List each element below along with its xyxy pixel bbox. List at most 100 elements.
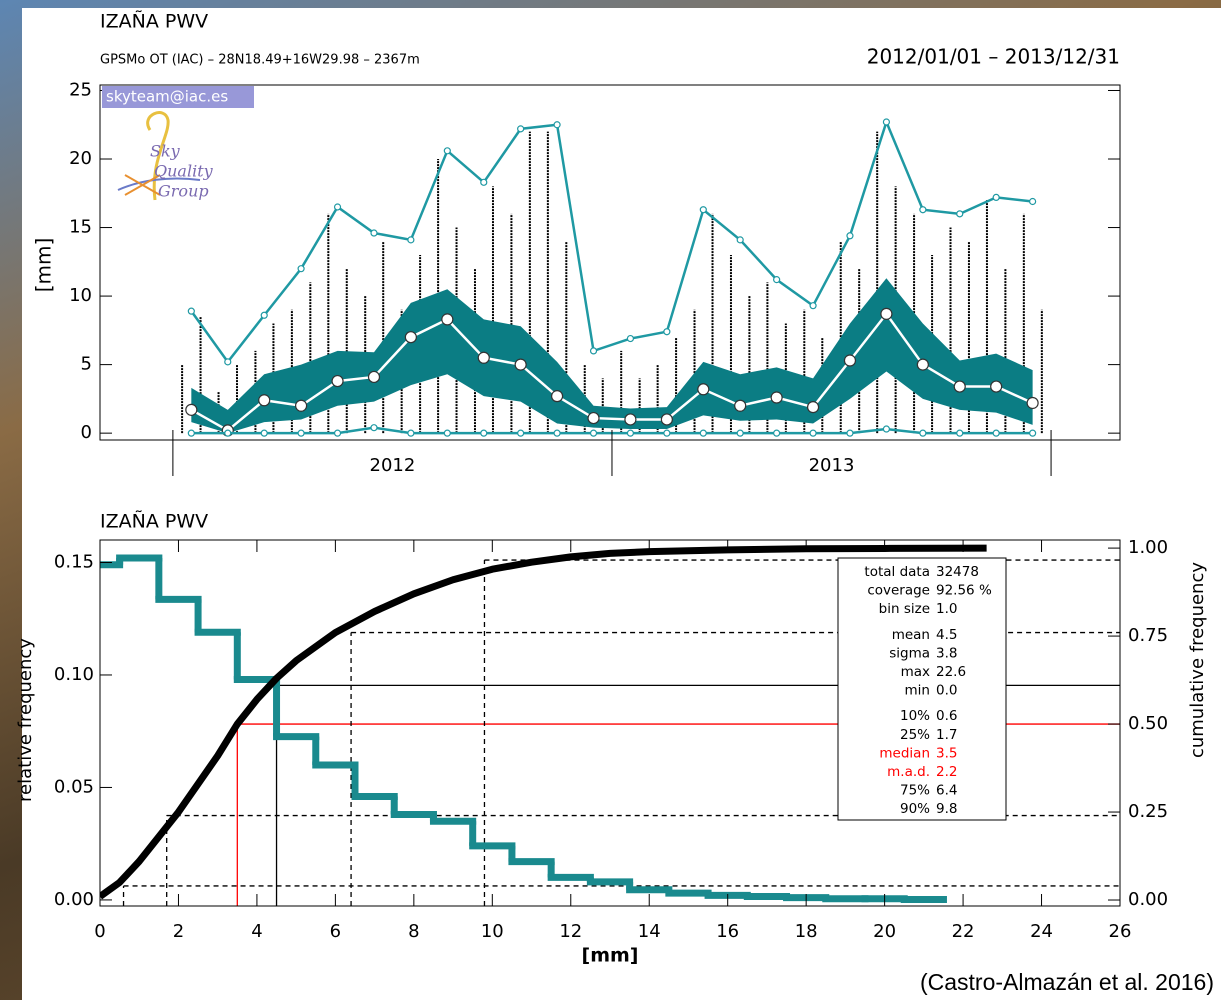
series-marker [956, 210, 964, 218]
series-marker [443, 147, 451, 155]
y-tick-label: 0.10 [54, 664, 94, 685]
series-marker [736, 236, 744, 244]
series-marker [589, 347, 598, 355]
chart-title: IZAÑA PWV [100, 10, 208, 33]
y-tick-label: 5 [81, 354, 92, 375]
series-marker [517, 429, 525, 437]
stat-value: 2.2 [936, 764, 957, 780]
stat-value: 6.4 [936, 783, 957, 799]
stat-value: 1.7 [936, 727, 957, 743]
x-tick-label: 0 [94, 921, 105, 942]
series-marker [297, 429, 305, 437]
series-marker [260, 429, 268, 437]
y-tick-label: 25 [69, 79, 92, 100]
y-tick-label: 20 [69, 148, 92, 169]
series-marker [990, 380, 1003, 393]
panel [22, 8, 1221, 1000]
stat-value: 92.56 % [936, 583, 992, 599]
x-tick-label: 10 [481, 921, 504, 942]
stat-value: 0.0 [936, 683, 957, 699]
series-marker [660, 413, 673, 426]
stat-value: 9.8 [936, 801, 957, 817]
series-marker [441, 313, 454, 326]
x-tick-label: 6 [330, 921, 341, 942]
series-marker [333, 429, 342, 437]
series-marker [697, 383, 710, 396]
stat-value: 4.5 [936, 627, 957, 643]
stat-value: 3.8 [936, 645, 957, 661]
series-marker [443, 429, 451, 437]
y-tick-label: 10 [69, 285, 92, 306]
stat-value: 22.6 [936, 664, 966, 680]
logo-text: Sky [150, 142, 181, 161]
y2-tick-label: 1.00 [1128, 537, 1168, 558]
series-marker [517, 125, 525, 133]
logo-text: Group [158, 182, 209, 201]
y-axis-label: relative frequency [15, 638, 36, 802]
series-marker [331, 374, 344, 388]
stats-box [837, 557, 1007, 821]
series-marker [187, 429, 195, 437]
stat-label: bin size [879, 601, 930, 617]
x-tick-label: 8 [408, 921, 419, 942]
series-marker [663, 328, 671, 336]
cumulative-line [100, 544, 987, 900]
badge-bg [102, 86, 254, 108]
series-marker [843, 354, 857, 367]
x-tick-label: 18 [795, 921, 818, 942]
series-marker [806, 401, 820, 414]
y2-tick-label: 0.50 [1128, 713, 1168, 734]
subtitle: GPSMo OT (IAC) – 28N18.49+16W29.98 – 236… [100, 53, 420, 68]
x-tick-label: 16 [716, 921, 739, 942]
stat-label: sigma [889, 645, 930, 661]
x-tick-label: 14 [638, 921, 661, 942]
series-marker [736, 429, 744, 437]
logo [117, 111, 201, 201]
stat-value: 32478 [936, 564, 979, 580]
stat-label: 75% [900, 783, 930, 799]
stat-label: 25% [900, 727, 930, 743]
x-tick-label: 2013 [809, 455, 855, 476]
series-marker [295, 399, 308, 412]
y2-tick-label: 0.75 [1128, 625, 1168, 646]
x-tick-label: 20 [873, 921, 896, 942]
series-marker [258, 394, 271, 407]
series-marker [514, 358, 527, 371]
y2-tick-label: 0.00 [1128, 889, 1168, 910]
series-marker [333, 203, 342, 211]
series-marker [770, 391, 783, 404]
plot-frame [99, 539, 1121, 907]
y2-axis-label: cumulative frequency [1187, 562, 1208, 758]
series-marker [916, 358, 929, 371]
series-marker [919, 206, 927, 214]
series-marker [809, 429, 817, 437]
series-marker [1026, 396, 1039, 410]
series-marker [734, 399, 747, 412]
series-marker [992, 193, 1000, 201]
series-marker [663, 429, 671, 437]
x-tick-label: 26 [1109, 921, 1132, 942]
date-range: 2012/01/01 – 2013/12/31 [867, 45, 1120, 69]
x-tick-label: 22 [952, 921, 975, 942]
series-marker [370, 229, 378, 237]
series-marker [1029, 429, 1037, 437]
x-axis-label: [mm] [582, 945, 639, 967]
y-axis-label: [mm] [32, 238, 56, 293]
series-marker [407, 429, 415, 437]
series-marker [992, 429, 1000, 437]
series-marker [626, 429, 635, 437]
series-marker [773, 429, 781, 437]
series-marker [956, 429, 964, 437]
series-marker [185, 403, 198, 416]
stat-label: median [879, 745, 930, 761]
series-line [190, 118, 1033, 364]
x-tick-label: 2012 [370, 455, 416, 476]
y-tick-label: 15 [69, 217, 92, 238]
chart-title: IZAÑA PWV [100, 510, 208, 533]
series-marker [624, 413, 637, 426]
series-line [190, 311, 1034, 432]
x-tick-label: 2 [173, 921, 184, 942]
logo-text: Quality [154, 162, 214, 181]
series-marker [553, 121, 561, 129]
